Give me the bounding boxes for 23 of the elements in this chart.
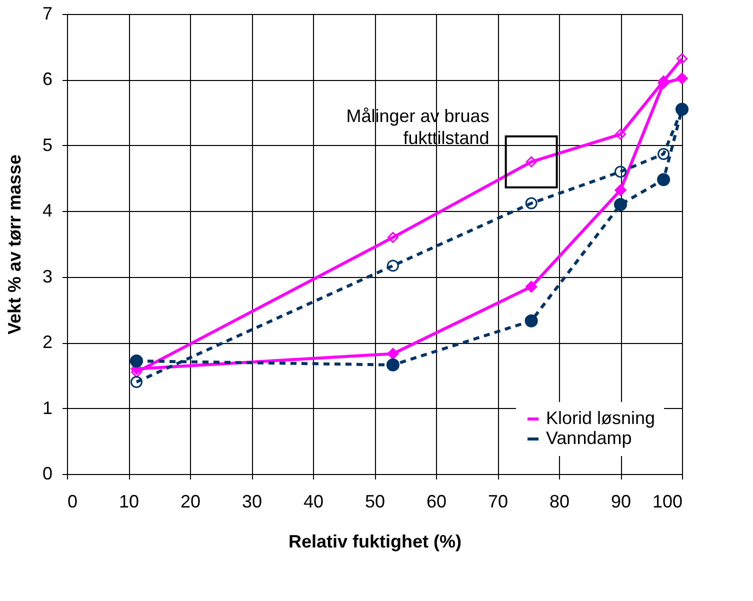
y-tick-label: 1	[42, 398, 52, 418]
x-tick-label: 100	[652, 492, 682, 512]
y-tick-label: 6	[42, 69, 52, 90]
x-tick-label: 70	[488, 492, 508, 512]
x-tick-label: 20	[180, 492, 201, 512]
y-axis-title: Vekt % av tørr masse	[4, 154, 24, 335]
x-tick-label: 10	[118, 492, 140, 512]
legend-label: Klorid løsning	[546, 408, 656, 428]
x-tick-label: 30	[242, 492, 262, 512]
y-tick-label: 4	[42, 200, 52, 221]
x-tick-label: 0	[68, 492, 78, 512]
x-tick-label: 40	[303, 492, 324, 512]
y-tick-label: 3	[42, 266, 52, 286]
x-axis-title: Relativ fuktighet (%)	[288, 532, 462, 552]
x-tick-label: 50	[364, 492, 386, 512]
legend-label: Vanndamp	[546, 428, 632, 448]
x-tick-label: 60	[426, 492, 447, 512]
y-tick-label: 5	[42, 134, 52, 155]
y-tick-label: 7	[42, 4, 52, 24]
x-tick-label: 80	[549, 492, 570, 512]
y-tick-label: 0	[42, 464, 52, 484]
y-tick-label: 2	[42, 332, 52, 352]
x-tick-label: 90	[610, 492, 632, 512]
